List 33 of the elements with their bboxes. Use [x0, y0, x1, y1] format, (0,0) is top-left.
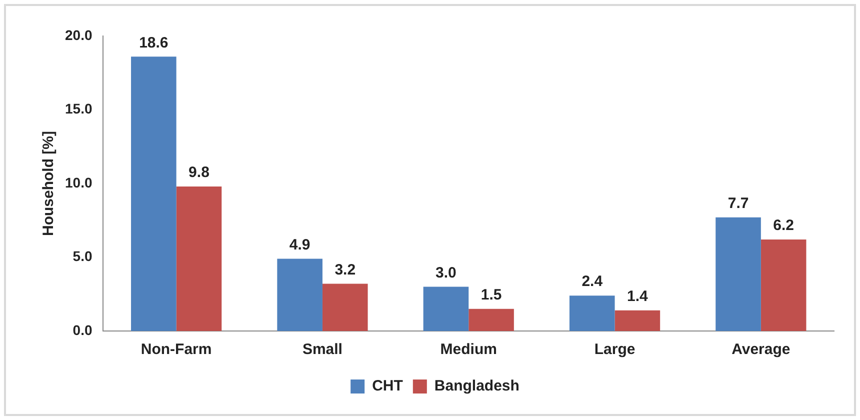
- data-label: 2.4: [582, 273, 604, 290]
- data-label: 4.9: [289, 236, 310, 254]
- bar: [176, 186, 222, 331]
- bar: [423, 286, 469, 331]
- x-tick-label: Small: [302, 341, 342, 358]
- data-label: 3.0: [436, 264, 456, 282]
- legend-label: CHT: [372, 378, 403, 395]
- data-label: 3.2: [334, 261, 356, 278]
- bar: [131, 56, 176, 331]
- bar: [716, 217, 761, 331]
- data-label: 6.2: [773, 217, 794, 234]
- bar: [277, 258, 322, 331]
- bar: [468, 308, 514, 331]
- bar: [569, 296, 615, 331]
- data-label: 18.6: [139, 34, 168, 52]
- data-label: 1.5: [480, 286, 502, 304]
- y-tick-label: 15.0: [65, 100, 92, 117]
- data-label: 7.7: [728, 195, 749, 212]
- x-tick-label: Large: [594, 341, 636, 358]
- data-label: 1.4: [627, 288, 649, 305]
- y-tick-label: 20.0: [65, 26, 92, 43]
- x-tick-label: Average: [732, 341, 790, 358]
- bar: [322, 284, 368, 331]
- legend-label: Bangladesh: [434, 378, 520, 395]
- y-axis-title: Household [%]: [40, 131, 58, 236]
- data-label: 9.8: [188, 164, 210, 182]
- bar: [614, 310, 660, 331]
- y-tick-label: 5.0: [72, 248, 92, 264]
- x-tick-label: Non-Farm: [140, 341, 212, 358]
- bar: [760, 240, 806, 331]
- y-tick-label: 10.0: [65, 174, 92, 190]
- y-tick-label: 0.0: [72, 322, 92, 338]
- x-tick-label: Medium: [440, 341, 497, 358]
